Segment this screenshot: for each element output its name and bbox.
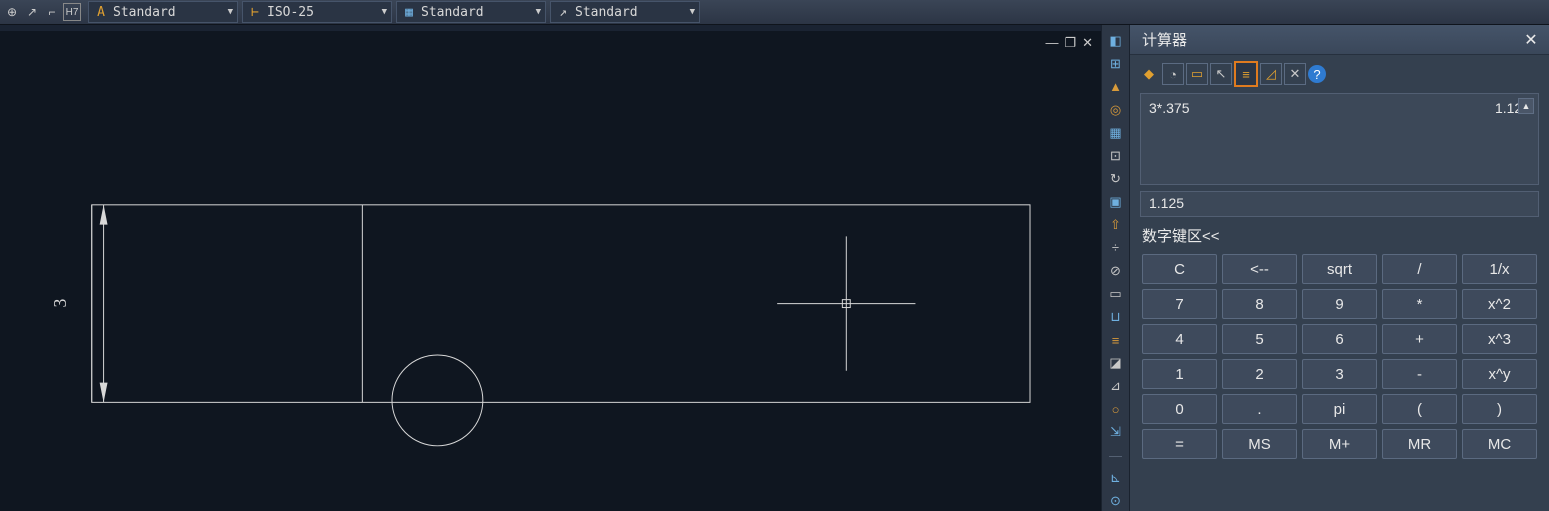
cursor-crosshair [777,236,915,370]
calc-tool-clear[interactable]: ✕ [1284,63,1306,85]
calc-key-5[interactable]: 5 [1222,324,1297,354]
calc-key-MS[interactable]: MS [1222,429,1297,459]
toolstrip-button-8[interactable]: ⇧ [1106,215,1126,234]
toolstrip-button-11[interactable]: ▭ [1106,285,1126,304]
toolstrip-button-18[interactable]: — [1106,446,1126,465]
calc-tool-clock[interactable]: ◔ [1162,63,1184,85]
calc-key-9[interactable]: 9 [1302,289,1377,319]
calc-key-8[interactable]: 8 [1222,289,1297,319]
toolstrip-button-12[interactable]: ⊔ [1106,308,1126,327]
toolstrip-button-10[interactable]: ⊘ [1106,261,1126,280]
text-style-icon: A [93,4,109,20]
numpad-section-label[interactable]: 数字键区<< [1140,223,1539,246]
calc-key-MR[interactable]: MR [1382,429,1457,459]
toolstrip-button-19[interactable]: ⊾ [1106,469,1126,488]
calculator-close-button[interactable]: ✕ [1521,30,1541,50]
dim-style-dropdown[interactable]: ⊢ ISO-25 ▼ [242,1,392,23]
calc-key-M_[interactable]: M+ [1302,429,1377,459]
calculator-toolbar: ◆◔▭↖≡◿✕? [1130,55,1549,93]
table-style-icon: ▦ [401,4,417,20]
calc-key-_[interactable]: + [1382,324,1457,354]
calc-key-x_3[interactable]: x^3 [1462,324,1537,354]
toolstrip-button-20[interactable]: ⊙ [1106,492,1126,511]
calc-key-1_x[interactable]: 1/x [1462,254,1537,284]
mleader-style-dropdown[interactable]: ↗ Standard ▼ [550,1,700,23]
toolstrip-button-4[interactable]: ▦ [1106,123,1126,142]
calc-tool-ruler[interactable]: ≡ [1234,61,1258,87]
tb-icon-1[interactable]: ↗ [23,3,41,21]
toolstrip-button-1[interactable]: ⊞ [1106,54,1126,73]
toolstrip-button-6[interactable]: ↻ [1106,169,1126,188]
calc-tool-eraser[interactable]: ◆ [1138,63,1160,85]
toolstrip-button-14[interactable]: ◪ [1106,354,1126,373]
calc-key-___[interactable]: <-- [1222,254,1297,284]
toolstrip-button-3[interactable]: ◎ [1106,100,1126,119]
toolstrip-button-7[interactable]: ▣ [1106,192,1126,211]
calc-key-2[interactable]: 2 [1222,359,1297,389]
calc-key-3[interactable]: 3 [1302,359,1377,389]
chevron-down-icon: ▼ [382,7,387,17]
top-style-toolbar: ⊕ ↗ ⌐ H7 A Standard ▼ ⊢ ISO-25 ▼ ▦ Stand… [0,0,1549,25]
calc-key-6[interactable]: 6 [1302,324,1377,354]
calc-key-sqrt[interactable]: sqrt [1302,254,1377,284]
calc-key-1[interactable]: 1 [1142,359,1217,389]
toolstrip-button-13[interactable]: ≡ [1106,331,1126,350]
calc-key-4[interactable]: 4 [1142,324,1217,354]
dim-style-icon: ⊢ [247,4,263,20]
calc-key-x_2[interactable]: x^2 [1462,289,1537,319]
calc-key-0[interactable]: 0 [1142,394,1217,424]
table-style-dropdown[interactable]: ▦ Standard ▼ [396,1,546,23]
calc-key-x_y[interactable]: x^y [1462,359,1537,389]
text-style-dropdown[interactable]: A Standard ▼ [88,1,238,23]
chevron-down-icon: ▼ [228,7,233,17]
dim-style-label: ISO-25 [267,5,378,20]
toolstrip-button-5[interactable]: ⊡ [1106,146,1126,165]
tb-icon-0[interactable]: ⊕ [3,3,21,21]
mleader-style-label: Standard [575,5,686,20]
history-expression: 3*.375 [1149,100,1189,116]
tb-icon-3[interactable]: H7 [63,3,81,21]
calculator-panel: 计算器 ✕ ◆◔▭↖≡◿✕? 3*.375 1.125 ▲ 1.125 数字键区… [1129,25,1549,511]
calc-tool-angle[interactable]: ◿ [1260,63,1282,85]
mleader-style-icon: ↗ [555,4,571,20]
table-style-label: Standard [421,5,532,20]
text-style-label: Standard [113,5,224,20]
calculator-title: 计算器 [1142,29,1521,50]
calc-key-pi[interactable]: pi [1302,394,1377,424]
calc-key-_[interactable]: - [1382,359,1457,389]
chevron-down-icon: ▼ [536,7,541,17]
toolstrip-button-17[interactable]: ⇲ [1106,423,1126,442]
toolstrip-button-15[interactable]: ⊿ [1106,377,1126,396]
dimension-text: 3 [50,299,70,308]
calc-key-_[interactable]: * [1382,289,1457,319]
calc-key-_[interactable]: ) [1462,394,1537,424]
history-scroll-up[interactable]: ▲ [1518,98,1534,114]
calc-key-_[interactable]: / [1382,254,1457,284]
right-toolstrip: ◧ ⊞ ▲ ◎ ▦ ⊡ ↻ ▣ ⇧ ÷ ⊘ ▭ ⊔ ≡ ◪ ⊿ ○ ⇲ — ⊾ ⊙ [1101,25,1129,511]
calculator-keypad: C<--sqrt/1/x 789*x^2 456+x^3 123-x^y 0.pi() =… [1140,252,1539,459]
calculator-history: 3*.375 1.125 ▲ [1140,93,1539,185]
toolstrip-button-16[interactable]: ○ [1106,400,1126,419]
calc-tool-window[interactable]: ▭ [1186,63,1208,85]
toolstrip-button-2[interactable]: ▲ [1106,77,1126,96]
calculator-input[interactable]: 1.125 [1140,191,1539,217]
calc-key-7[interactable]: 7 [1142,289,1217,319]
chevron-down-icon: ▼ [690,7,695,17]
calc-tool-help[interactable]: ? [1308,65,1326,83]
calc-key-_[interactable]: . [1222,394,1297,424]
calc-tool-pointer[interactable]: ↖ [1210,63,1232,85]
calc-key-_[interactable]: ( [1382,394,1457,424]
drawing-svg: 3 [0,31,1101,511]
toolstrip-button-0[interactable]: ◧ [1106,31,1126,50]
drawing-canvas[interactable]: — ❐ ✕ 3 [0,31,1101,511]
tb-icon-2[interactable]: ⌐ [43,3,61,21]
toolstrip-button-9[interactable]: ÷ [1106,238,1126,257]
calc-key-_[interactable]: = [1142,429,1217,459]
calc-key-C[interactable]: C [1142,254,1217,284]
calc-key-MC[interactable]: MC [1462,429,1537,459]
